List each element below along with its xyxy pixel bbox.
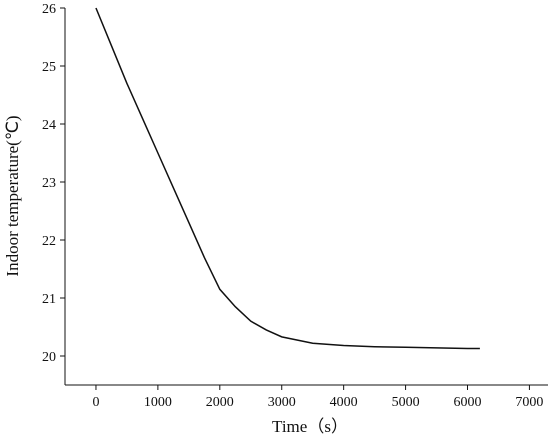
x-tick-label: 4000 [330, 395, 358, 410]
y-tick-label: 20 [42, 350, 56, 365]
x-tick-label: 7000 [515, 395, 543, 410]
x-tick-label: 6000 [454, 395, 482, 410]
y-axis-label: Indoor temperature(℃) [3, 115, 22, 276]
y-tick-label: 23 [42, 176, 56, 191]
line [95, 7, 480, 350]
x-tick-label: 1000 [144, 395, 172, 410]
y-tick-label: 24 [42, 118, 56, 133]
x-tick-label: 0 [92, 395, 99, 410]
x-tick-label: 3000 [268, 395, 296, 410]
y-tick-label: 21 [42, 292, 56, 307]
x-axis-label: Time（s） [272, 417, 348, 436]
y-tick-label: 26 [42, 2, 56, 17]
x-tick-label: 2000 [206, 395, 234, 410]
y-tick-label: 22 [42, 234, 56, 249]
y-tick-label: 25 [42, 60, 56, 75]
x-tick-label: 5000 [392, 395, 420, 410]
